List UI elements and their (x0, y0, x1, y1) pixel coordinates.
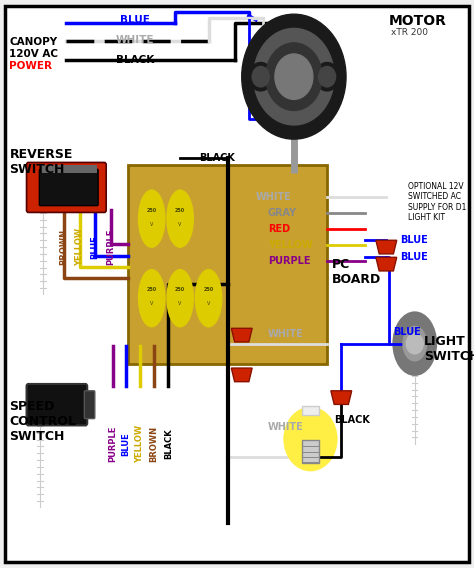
FancyBboxPatch shape (40, 165, 97, 173)
Text: 250: 250 (146, 287, 157, 292)
Circle shape (406, 333, 423, 354)
Text: BLUE: BLUE (393, 327, 421, 337)
Text: V: V (207, 302, 210, 306)
FancyBboxPatch shape (5, 6, 469, 562)
Text: BLACK: BLACK (334, 415, 370, 425)
Text: REVERSE
SWITCH: REVERSE SWITCH (9, 148, 73, 176)
Circle shape (280, 60, 308, 94)
Text: SPEED
CONTROL
SWITCH: SPEED CONTROL SWITCH (9, 400, 76, 444)
Text: PURPLE: PURPLE (268, 256, 310, 266)
Text: BLUE: BLUE (120, 15, 150, 25)
Text: WHITE: WHITE (116, 35, 155, 45)
Circle shape (254, 28, 334, 125)
Ellipse shape (167, 190, 193, 247)
Text: OPTIONAL 12V
SWITCHED AC
SUPPLY FOR D1
LIGHT KIT: OPTIONAL 12V SWITCHED AC SUPPLY FOR D1 L… (408, 182, 466, 222)
Text: YELLOW: YELLOW (75, 228, 84, 266)
Ellipse shape (393, 312, 436, 375)
Text: WHITE: WHITE (256, 192, 292, 202)
Text: V: V (150, 302, 154, 306)
Circle shape (315, 62, 339, 91)
Polygon shape (231, 368, 252, 382)
Text: GRAY: GRAY (268, 208, 297, 218)
Circle shape (249, 62, 273, 91)
Text: BLUE: BLUE (91, 235, 99, 259)
Text: PURPLE: PURPLE (107, 229, 115, 265)
Ellipse shape (195, 270, 221, 327)
Circle shape (275, 54, 313, 99)
Circle shape (284, 408, 337, 470)
Ellipse shape (167, 270, 193, 327)
Text: YELLOW: YELLOW (268, 240, 312, 250)
Text: PURPLE: PURPLE (109, 426, 117, 462)
Ellipse shape (387, 25, 442, 41)
Ellipse shape (138, 190, 165, 247)
Ellipse shape (403, 327, 427, 361)
Text: LIGHT
SWITCH: LIGHT SWITCH (424, 335, 474, 363)
FancyBboxPatch shape (302, 440, 319, 463)
Text: PC
BOARD: PC BOARD (332, 258, 381, 286)
FancyBboxPatch shape (27, 384, 87, 425)
Text: BROWN: BROWN (150, 426, 158, 462)
Text: MOTOR: MOTOR (389, 14, 447, 28)
Text: CANOPY
120V AC: CANOPY 120V AC (9, 37, 58, 59)
Text: WHITE: WHITE (268, 422, 303, 432)
Text: V: V (178, 302, 182, 306)
Polygon shape (231, 328, 252, 342)
FancyBboxPatch shape (84, 391, 95, 419)
Polygon shape (331, 391, 352, 404)
Text: BLUE: BLUE (121, 432, 130, 456)
Text: BLACK: BLACK (199, 153, 235, 163)
Text: BLUE: BLUE (401, 235, 428, 245)
Circle shape (242, 14, 346, 139)
Circle shape (252, 66, 269, 87)
Circle shape (265, 43, 322, 111)
Text: V: V (150, 222, 154, 227)
Text: xTR 200: xTR 200 (391, 28, 428, 37)
Circle shape (319, 66, 336, 87)
Text: BROWN: BROWN (60, 229, 68, 265)
FancyBboxPatch shape (27, 162, 106, 212)
Text: POWER: POWER (9, 61, 53, 71)
Text: BLACK: BLACK (164, 429, 173, 460)
Text: 250: 250 (175, 208, 185, 212)
Polygon shape (376, 240, 397, 254)
FancyBboxPatch shape (39, 169, 98, 206)
Ellipse shape (138, 270, 165, 327)
FancyBboxPatch shape (302, 406, 319, 415)
Text: RED: RED (268, 224, 290, 234)
Text: BLACK: BLACK (116, 55, 154, 65)
FancyBboxPatch shape (128, 165, 327, 364)
Text: YELLOW: YELLOW (136, 425, 144, 463)
Text: 250: 250 (146, 208, 157, 212)
Text: 250: 250 (203, 287, 214, 292)
Text: 250: 250 (175, 287, 185, 292)
Polygon shape (376, 257, 397, 271)
Text: WHITE: WHITE (268, 329, 303, 339)
Text: BLUE: BLUE (401, 252, 428, 262)
Text: V: V (178, 222, 182, 227)
